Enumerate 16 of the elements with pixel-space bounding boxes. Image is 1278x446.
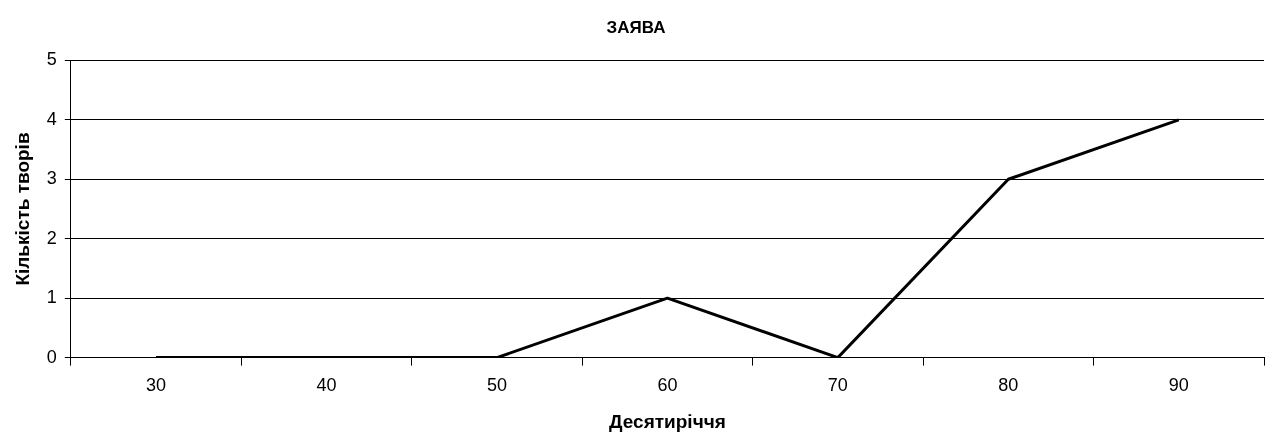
y-tick-label: 5 (46, 49, 57, 70)
y-tick-label: 2 (46, 227, 57, 248)
y-tick-label: 1 (46, 287, 57, 308)
y-tick-label: 0 (46, 346, 57, 367)
x-tick-label: 90 (1168, 375, 1189, 396)
chart-title: ЗАЯВА (606, 17, 666, 37)
y-axis-title: Кількість творів (11, 132, 33, 286)
y-tick-label: 4 (46, 108, 57, 129)
y-tick-label: 3 (46, 168, 57, 189)
x-tick-label: 50 (486, 375, 507, 396)
x-tick-label: 70 (827, 375, 848, 396)
x-axis-title: Десятиріччя (609, 410, 726, 432)
x-tick-label: 40 (316, 375, 337, 396)
x-tick-label: 30 (146, 375, 167, 396)
x-tick-label: 80 (998, 375, 1019, 396)
x-tick-label: 60 (657, 375, 678, 396)
